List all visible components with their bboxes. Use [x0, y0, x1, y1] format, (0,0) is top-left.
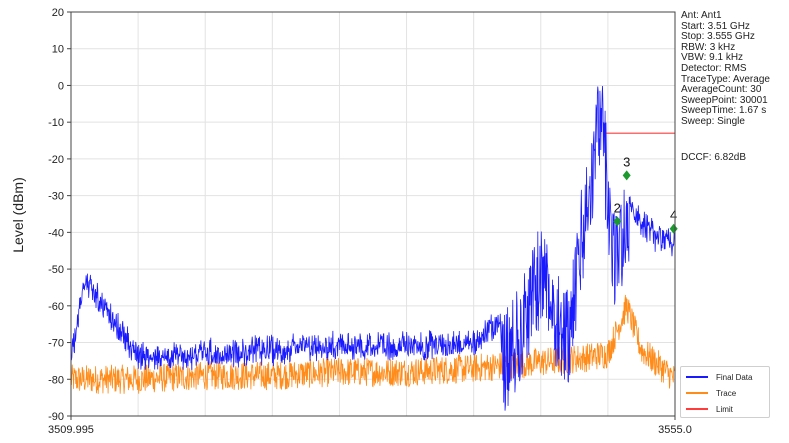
y-tick-label: -80	[48, 374, 64, 386]
legend-label: Limit	[716, 404, 733, 414]
info-line: TraceType: Average	[681, 73, 770, 85]
y-tick-label: -10	[48, 117, 64, 129]
x-tick-label: 3555.0	[658, 424, 692, 436]
series-trace	[71, 294, 675, 394]
marker-point	[622, 170, 631, 181]
legend-swatch	[686, 408, 708, 410]
legend-item-limit: Limit	[686, 403, 733, 415]
info-line: SweepTime: 1.67 s	[681, 105, 767, 117]
y-tick-label: -90	[48, 411, 64, 423]
y-tick-label: -50	[48, 264, 64, 276]
legend-item-trace: Trace	[686, 387, 736, 399]
info-line: Detector: RMS	[681, 62, 747, 74]
info-line: Stop: 3.555 GHz	[681, 31, 755, 43]
info-line: SweepPoint: 30001	[681, 94, 768, 106]
plot-area: 2 3 4	[71, 85, 678, 411]
legend-label: Final Data	[716, 372, 753, 382]
y-tick-label: -70	[48, 338, 64, 350]
marker-label: 3	[623, 154, 630, 169]
info-line: Start: 3.51 GHz	[681, 20, 750, 32]
y-tick-label: -40	[48, 227, 64, 239]
dccf-readout: DCCF: 6.82dB	[681, 152, 747, 163]
y-tick-label: 20	[52, 7, 64, 19]
marker-point	[669, 223, 678, 234]
info-line: RBW: 3 kHz	[681, 41, 736, 53]
plot-frame	[70, 11, 676, 417]
info-line: AverageCount: 30	[681, 84, 762, 96]
measurement-info: Ant: Ant1 Start: 3.51 GHz Stop: 3.555 GH…	[681, 11, 787, 128]
legend-swatch	[686, 392, 708, 394]
y-axis: 20 10 0 -10 -20 -30 -40 -50 -60 -70 -80 -90	[48, 7, 71, 423]
info-line: VBW: 9.1 kHz	[681, 52, 744, 64]
series-final-data	[71, 85, 675, 411]
legend-label: Trace	[716, 388, 737, 398]
legend-item-final-data: Final Data	[686, 371, 752, 383]
y-tick-label: -30	[48, 191, 64, 203]
y-tick-label: -20	[48, 154, 64, 166]
y-tick-label: -60	[48, 301, 64, 313]
info-line: Ant: Ant1	[681, 11, 722, 21]
legend: Final Data Trace Limit	[680, 366, 770, 418]
info-line: Sweep: Single	[681, 115, 745, 127]
y-axis-label: Level (dBm)	[10, 177, 26, 252]
marker-point	[613, 216, 622, 227]
x-tick-label: 3509.995	[48, 424, 94, 436]
legend-swatch	[686, 376, 708, 378]
x-axis: 3509.995 3555.0	[48, 416, 692, 436]
marker-label: 2	[614, 200, 621, 215]
marker-label: 4	[670, 208, 677, 223]
y-tick-label: 0	[58, 80, 64, 92]
y-tick-label: 10	[52, 44, 64, 56]
